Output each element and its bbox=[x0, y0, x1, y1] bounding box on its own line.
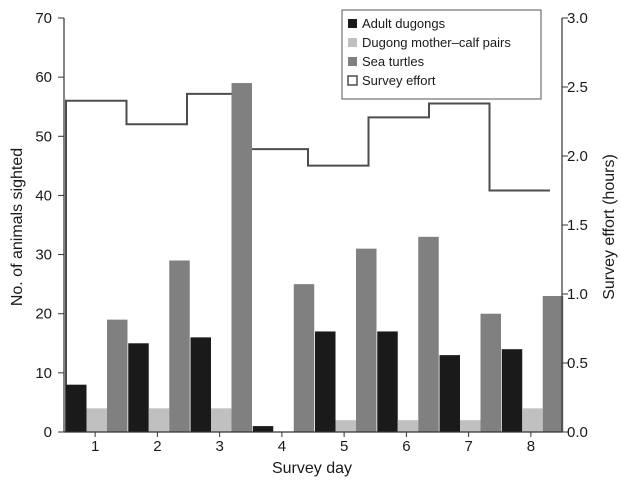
legend-label: Adult dugongs bbox=[362, 16, 446, 31]
bar-1-day-6 bbox=[377, 331, 398, 432]
legend-label: Sea turtles bbox=[362, 54, 425, 69]
x-tick-label: 3 bbox=[215, 438, 223, 455]
bar-3-day-7 bbox=[480, 313, 501, 432]
y-left-tick-label: 0 bbox=[44, 424, 52, 441]
legend-label: Dugong mother–calf pairs bbox=[362, 35, 511, 50]
y-right-tick-label: 2.0 bbox=[567, 148, 588, 165]
y-axis-left-title: No. of animals sighted bbox=[9, 148, 26, 306]
bar-2-day-2 bbox=[148, 408, 170, 432]
y-right-tick-label: 1.5 bbox=[567, 217, 588, 234]
y-right-tick-label: 1.0 bbox=[567, 286, 588, 303]
bar-3-day-5 bbox=[356, 248, 377, 432]
bar-1-day-2 bbox=[128, 343, 149, 432]
marks-layer: 0 10 20 30 40 50 60 70 0.0 0.5 1.0 1.5 2.0 2.5 3.0 1 2 3 4… bbox=[35, 10, 588, 455]
y-left-tick-label: 40 bbox=[35, 187, 52, 204]
legend-label: Survey effort bbox=[362, 73, 436, 88]
bar-2-day-8 bbox=[522, 408, 543, 432]
x-tick-label: 4 bbox=[278, 438, 286, 455]
y-right-tick-label: 0.5 bbox=[567, 355, 588, 372]
bar-2-day-5 bbox=[335, 420, 356, 432]
y-left-tick-label: 20 bbox=[35, 306, 52, 323]
x-tick-label: 2 bbox=[153, 438, 161, 455]
y-left-tick-label: 70 bbox=[35, 10, 52, 27]
bar-3-day-2 bbox=[169, 260, 190, 432]
bar-3-day-8 bbox=[542, 295, 564, 432]
bar-3-day-4 bbox=[293, 284, 315, 432]
bar-1-day-1 bbox=[66, 384, 87, 432]
y-left-tick-label: 50 bbox=[35, 128, 52, 145]
legend-box bbox=[341, 9, 542, 100]
bar-3-day-1 bbox=[107, 319, 128, 432]
survey-effort-line bbox=[65, 92, 550, 432]
x-axis-title: Survey day bbox=[272, 460, 352, 477]
bar-1-day-7 bbox=[439, 355, 460, 432]
legend-swatch bbox=[348, 19, 357, 28]
bar-1-day-4 bbox=[252, 426, 274, 432]
x-tick-label: 7 bbox=[464, 438, 472, 455]
bar-1-day-8 bbox=[501, 349, 523, 432]
bar-3-day-6 bbox=[418, 236, 439, 432]
bar-1-day-3 bbox=[190, 337, 211, 432]
y-left-tick-label: 60 bbox=[35, 69, 52, 86]
x-tick-label: 6 bbox=[402, 438, 410, 455]
y-left-tick-label: 30 bbox=[35, 247, 52, 264]
y-right-tick-label: 2.5 bbox=[567, 79, 588, 96]
x-tick-label: 1 bbox=[91, 438, 99, 455]
legend: Adult dugongs Dugong mother–calf pairs Sea… bbox=[341, 9, 542, 100]
y-right-tick-label: 0.0 bbox=[567, 424, 588, 441]
legend-swatch bbox=[348, 38, 357, 47]
legend-swatch bbox=[347, 75, 358, 86]
bar-2-day-3 bbox=[211, 408, 232, 432]
x-tick-label: 8 bbox=[527, 438, 535, 455]
x-tick-label: 5 bbox=[340, 438, 348, 455]
y-right-tick-label: 3.0 bbox=[567, 10, 588, 27]
y-left-tick-label: 10 bbox=[35, 365, 52, 382]
legend-swatch bbox=[348, 57, 357, 66]
bar-3-day-3 bbox=[231, 83, 252, 433]
bar-2-day-7 bbox=[460, 420, 481, 432]
bar-2-day-1 bbox=[86, 408, 107, 432]
bar-2-day-6 bbox=[397, 420, 419, 432]
bar-1-day-5 bbox=[315, 331, 336, 432]
y-axis-right-title: Survey effort (hours) bbox=[601, 154, 618, 300]
